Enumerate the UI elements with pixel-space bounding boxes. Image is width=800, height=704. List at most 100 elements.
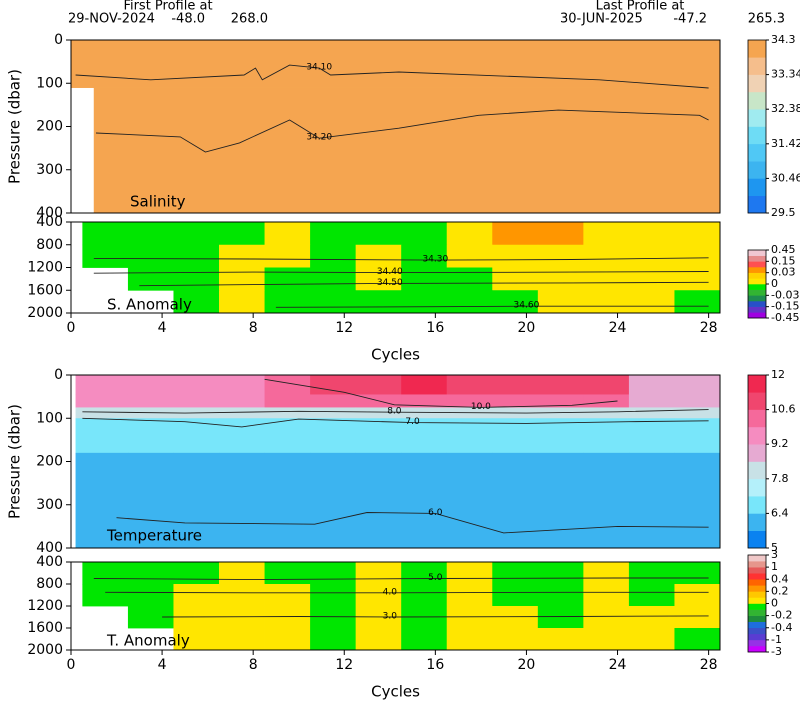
cell — [173, 375, 220, 395]
plot-area: 34.10 34.20 — [71, 40, 720, 213]
colorbar-bin — [748, 555, 766, 562]
cell — [219, 584, 265, 607]
y-tick-label: 2000 — [27, 305, 63, 321]
y-tick-label: 300 — [36, 162, 63, 178]
x-tick-label: 16 — [426, 320, 444, 336]
cell — [219, 375, 265, 395]
y-tick-label: 800 — [36, 576, 63, 592]
colorbar-bin — [748, 478, 766, 497]
contour-label: 34.10 — [306, 63, 332, 73]
colorbar-bin — [748, 513, 766, 531]
cell — [446, 394, 493, 408]
y-tick-label: 400 — [36, 540, 63, 556]
x-tick-label: 28 — [700, 320, 718, 336]
cell — [310, 418, 357, 454]
cell — [127, 606, 174, 629]
cell — [492, 290, 539, 313]
cell — [401, 452, 448, 548]
cell — [492, 628, 539, 650]
cell — [355, 267, 402, 291]
cell — [674, 222, 720, 246]
colorbar-bin — [748, 639, 766, 647]
colorbar-tick-label: 9.2 — [771, 437, 789, 450]
cell — [173, 452, 220, 548]
cell — [264, 290, 311, 313]
y-tick-label: 1200 — [27, 598, 63, 614]
cell — [219, 452, 265, 548]
cell — [127, 394, 174, 408]
colorbar-tick-label: 0.2 — [771, 584, 789, 597]
contour-label: 3.0 — [383, 612, 398, 622]
plot-area: 5.0 4.0 3.0 — [82, 562, 720, 650]
colorbar-bin — [748, 261, 766, 268]
cell — [446, 628, 493, 650]
cell — [628, 394, 675, 408]
y-tick-label: 200 — [36, 119, 63, 135]
colorbar-tick-label: -0.2 — [771, 609, 792, 622]
colorbar-bin — [748, 255, 766, 262]
x-tick-label: 8 — [249, 657, 258, 673]
cell — [219, 628, 265, 650]
contour-line — [75, 64, 709, 89]
contour-line — [95, 109, 709, 153]
cell — [75, 452, 129, 548]
x-tick-label: 20 — [518, 657, 536, 673]
cell — [75, 407, 129, 419]
contour-label: 7.0 — [405, 417, 420, 427]
colorbar-bin — [748, 561, 766, 568]
cell — [492, 562, 539, 585]
colorbar-bin — [748, 573, 766, 580]
x-tick-label: 0 — [67, 657, 76, 673]
colorbar-bin — [748, 621, 766, 629]
cell — [173, 290, 220, 313]
cell — [173, 584, 220, 607]
colorbar-bin — [748, 195, 766, 214]
cell — [127, 562, 174, 585]
x-tick-label: 24 — [609, 320, 627, 336]
cell — [264, 375, 311, 395]
cell — [446, 290, 493, 313]
cell — [75, 394, 129, 408]
x-axis-label: Cycles — [371, 346, 420, 364]
cell — [537, 628, 584, 650]
cell — [583, 452, 630, 548]
cell — [674, 394, 720, 408]
first-profile-lat: -48.0 — [171, 12, 205, 27]
colorbar-bin — [748, 426, 766, 445]
cell — [310, 222, 357, 246]
x-tick-label: 12 — [335, 320, 353, 336]
cell — [401, 418, 448, 454]
colorbar-bin — [748, 178, 766, 196]
colorbar-tick-label: 30.46 — [771, 171, 800, 184]
cell — [628, 452, 675, 548]
cell — [674, 606, 720, 629]
cell — [310, 244, 357, 268]
cell — [401, 394, 448, 408]
cell — [401, 628, 448, 650]
x-tick-label: 16 — [426, 657, 444, 673]
cell — [93, 40, 720, 88]
cell — [219, 562, 265, 585]
cell — [127, 244, 174, 268]
cell — [628, 562, 675, 585]
cell — [219, 394, 265, 408]
cell — [401, 375, 448, 395]
cell — [355, 628, 402, 650]
cell — [583, 394, 630, 408]
cell — [583, 418, 630, 454]
cell — [537, 290, 584, 313]
colorbar-tick-label: 34.3 — [771, 33, 796, 46]
colorbar-bin — [748, 306, 766, 313]
cell — [674, 628, 720, 650]
colorbar-bin — [748, 143, 766, 162]
cell — [82, 562, 129, 585]
colorbar-bin — [748, 633, 766, 641]
cell — [583, 628, 630, 650]
colorbar-tick-label: 0.15 — [771, 254, 796, 267]
y-tick-label: 2000 — [27, 642, 63, 658]
colorbar-tick-label: 1 — [771, 560, 778, 573]
colorbar-bin — [748, 496, 766, 514]
contour-label: 34.60 — [514, 301, 540, 311]
